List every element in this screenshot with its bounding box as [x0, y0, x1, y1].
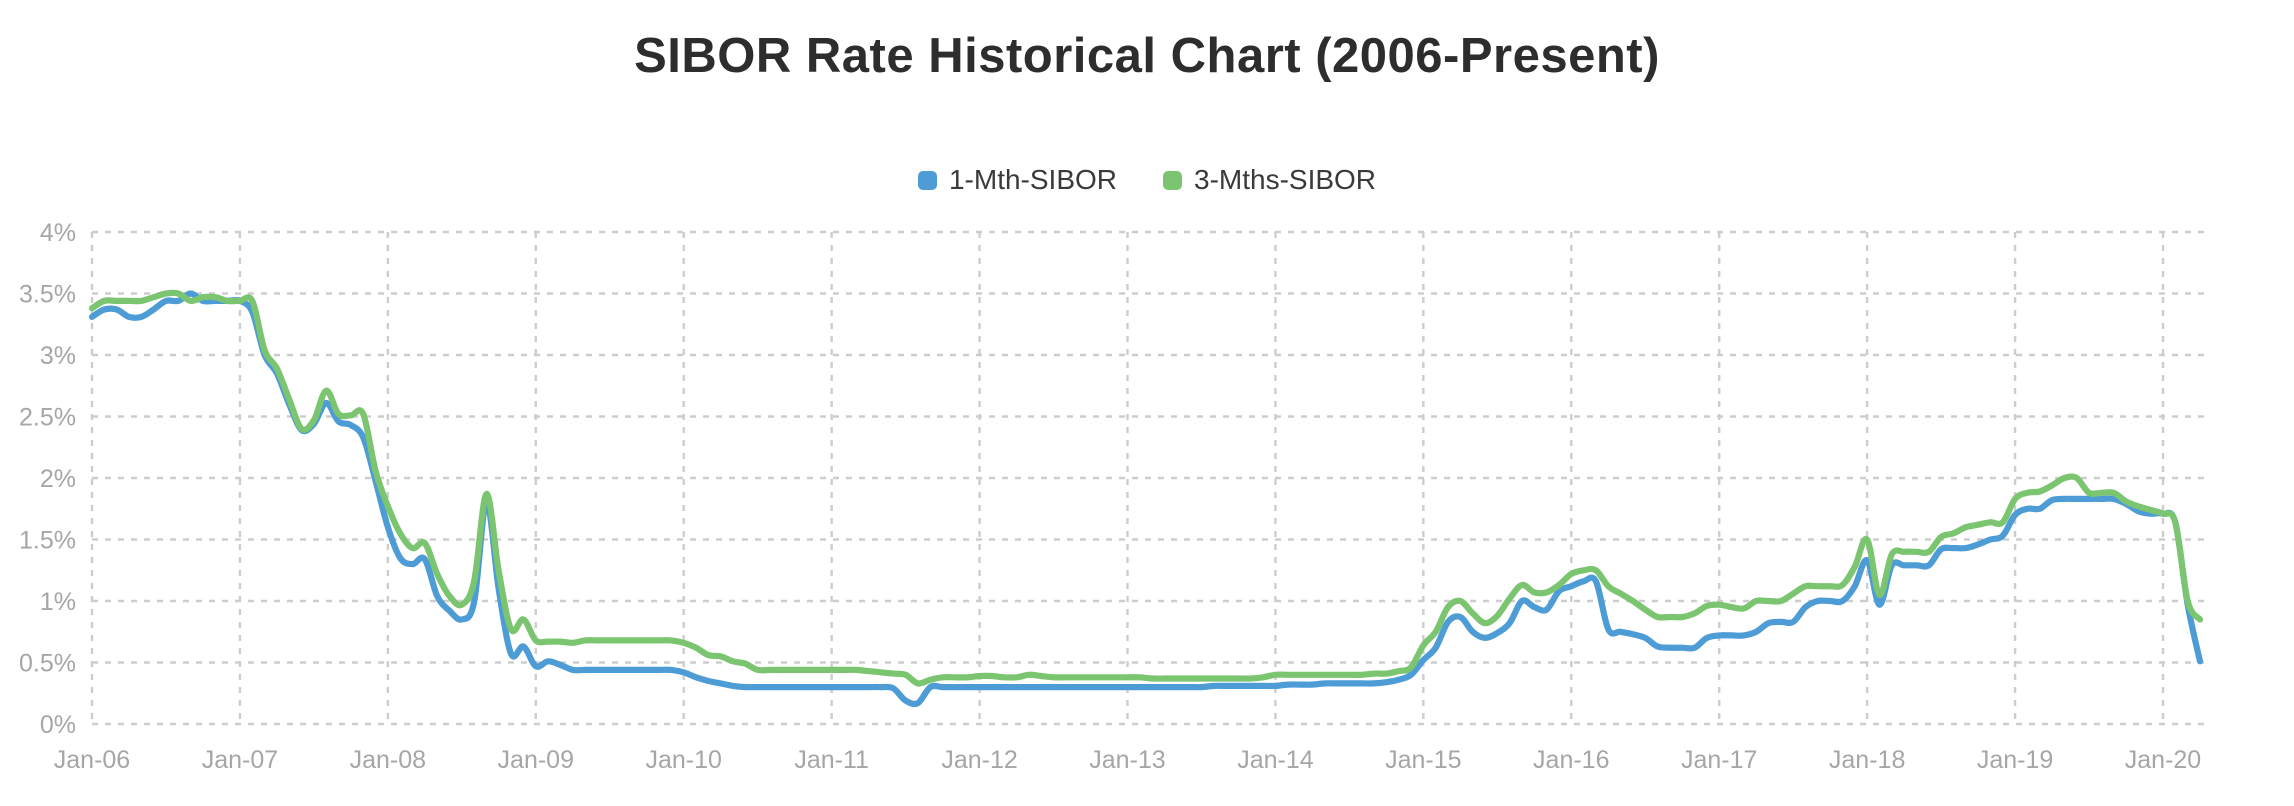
series-line-1mth-sibor[interactable] [88, 290, 2204, 708]
y-tick-label: 2% [40, 465, 76, 493]
y-tick-label: 2.5% [19, 404, 76, 432]
series-line-3mths-sibor[interactable] [88, 289, 2204, 687]
y-tick-label: 1% [40, 588, 76, 616]
x-tick-label: Jan-12 [941, 746, 1017, 774]
legend-label-1mth: 1-Mth-SIBOR [948, 164, 1117, 195]
y-tick-label: 4% [40, 219, 76, 247]
legend-label-3mths: 3-Mths-SIBOR [1194, 164, 1377, 195]
x-tick-label: Jan-11 [794, 746, 869, 774]
legend-item-1mth-sibor[interactable]: 1-Mth-SIBOR [917, 164, 1117, 196]
x-tick-label: Jan-20 [2125, 746, 2201, 774]
chart-title: SIBOR Rate Historical Chart (2006-Presen… [634, 29, 1660, 83]
y-tick-label: 3.5% [19, 281, 76, 309]
x-tick-label: Jan-15 [1385, 746, 1461, 774]
legend-item-3mths-sibor[interactable]: 3-Mths-SIBOR [1163, 164, 1376, 196]
x-tick-label: Jan-14 [1237, 746, 1314, 774]
x-tick-label: Jan-18 [1829, 746, 1905, 774]
y-tick-label: 3% [40, 342, 76, 370]
x-tick-label: Jan-06 [54, 746, 130, 774]
legend-swatch-1mth-icon [917, 170, 937, 190]
x-tick-label: Jan-19 [1977, 746, 2053, 774]
x-tick-label: Jan-16 [1533, 746, 1609, 774]
x-tick-label: Jan-07 [202, 746, 278, 774]
chart-legend: 1-Mth-SIBOR 3-Mths-SIBOR [0, 164, 2294, 196]
y-tick-label: 0.5% [19, 650, 76, 678]
x-tick-label: Jan-13 [1089, 746, 1165, 774]
y-tick-label: 0% [40, 711, 76, 739]
y-tick-label: 1.5% [19, 527, 76, 555]
legend-swatch-3mths-icon [1163, 170, 1182, 190]
x-tick-label: Jan-09 [498, 746, 574, 774]
x-tick-label: Jan-17 [1681, 746, 1757, 774]
x-tick-label: Jan-10 [645, 746, 721, 774]
x-tick-label: Jan-08 [350, 746, 426, 774]
